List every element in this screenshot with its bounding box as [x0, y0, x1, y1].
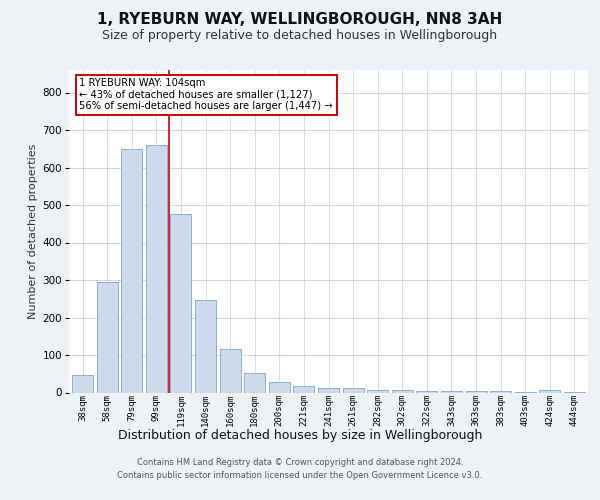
Bar — [244, 373, 265, 392]
Text: Contains public sector information licensed under the Open Government Licence v3: Contains public sector information licen… — [118, 470, 482, 480]
Bar — [367, 390, 388, 392]
Bar — [293, 386, 314, 392]
Bar — [416, 390, 437, 392]
Bar — [97, 282, 118, 393]
Bar — [72, 375, 93, 392]
Y-axis label: Number of detached properties: Number of detached properties — [28, 144, 38, 319]
Text: Distribution of detached houses by size in Wellingborough: Distribution of detached houses by size … — [118, 428, 482, 442]
Bar — [343, 388, 364, 392]
Text: 1, RYEBURN WAY, WELLINGBOROUGH, NN8 3AH: 1, RYEBURN WAY, WELLINGBOROUGH, NN8 3AH — [97, 12, 503, 28]
Bar — [220, 350, 241, 393]
Bar — [195, 300, 216, 392]
Bar — [146, 145, 167, 392]
Text: 1 RYEBURN WAY: 104sqm
← 43% of detached houses are smaller (1,127)
56% of semi-d: 1 RYEBURN WAY: 104sqm ← 43% of detached … — [79, 78, 333, 112]
Bar — [121, 149, 142, 392]
Bar — [318, 388, 339, 392]
Bar — [269, 382, 290, 392]
Bar — [441, 391, 462, 392]
Text: Contains HM Land Registry data © Crown copyright and database right 2024.: Contains HM Land Registry data © Crown c… — [137, 458, 463, 467]
Bar — [539, 390, 560, 392]
Text: Size of property relative to detached houses in Wellingborough: Size of property relative to detached ho… — [103, 28, 497, 42]
Bar — [392, 390, 413, 392]
Bar — [170, 214, 191, 392]
